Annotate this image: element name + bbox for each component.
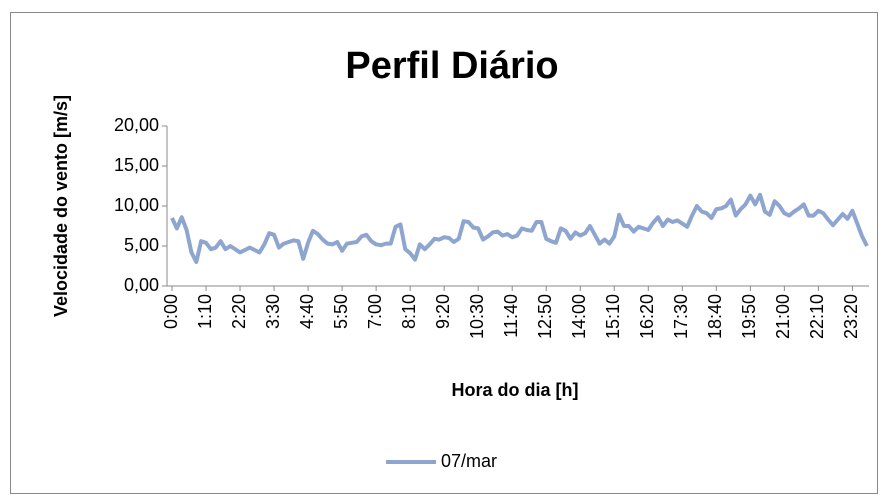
x-tick-label: 10:30 <box>467 294 487 339</box>
x-tick-label: 3:30 <box>263 294 283 329</box>
x-tick-label: 7:00 <box>365 294 385 329</box>
y-tick-label: 15,00 <box>114 155 159 175</box>
x-tick-label: 17:30 <box>671 294 691 339</box>
x-tick-label: 18:40 <box>705 294 725 339</box>
x-tick-label: 15:10 <box>603 294 623 339</box>
x-tick-label: 2:20 <box>229 294 249 329</box>
x-tick-label: 5:50 <box>331 294 351 329</box>
x-tick-label: 19:50 <box>739 294 759 339</box>
y-tick-label: 10,00 <box>114 195 159 215</box>
x-tick-label: 8:10 <box>399 294 419 329</box>
x-tick-label: 16:20 <box>637 294 657 339</box>
legend-label: 07/mar <box>441 451 497 471</box>
y-tick-label: 5,00 <box>124 235 159 255</box>
data-line <box>170 192 869 264</box>
x-tick-label: 9:20 <box>433 294 453 329</box>
x-tick-label: 0:00 <box>161 294 181 329</box>
chart-border <box>10 12 878 494</box>
y-tick-label: 0,00 <box>124 275 159 295</box>
x-tick-label: 1:10 <box>195 294 215 329</box>
chart-title: Perfil Diário <box>345 45 558 87</box>
x-axis-label: Hora do dia [h] <box>452 380 579 400</box>
x-tick-label: 21:00 <box>773 294 793 339</box>
x-tick-label: 12:50 <box>535 294 555 339</box>
y-axis-label: Velocidade do vento [m/s] <box>51 95 71 317</box>
x-tick-label: 11:40 <box>501 294 521 338</box>
x-tick-label: 22:10 <box>807 294 827 339</box>
x-tick-label: 23:20 <box>841 294 861 339</box>
x-tick-label: 4:40 <box>297 294 317 329</box>
y-tick-label: 20,00 <box>114 115 159 135</box>
x-tick-label: 14:00 <box>569 294 589 339</box>
